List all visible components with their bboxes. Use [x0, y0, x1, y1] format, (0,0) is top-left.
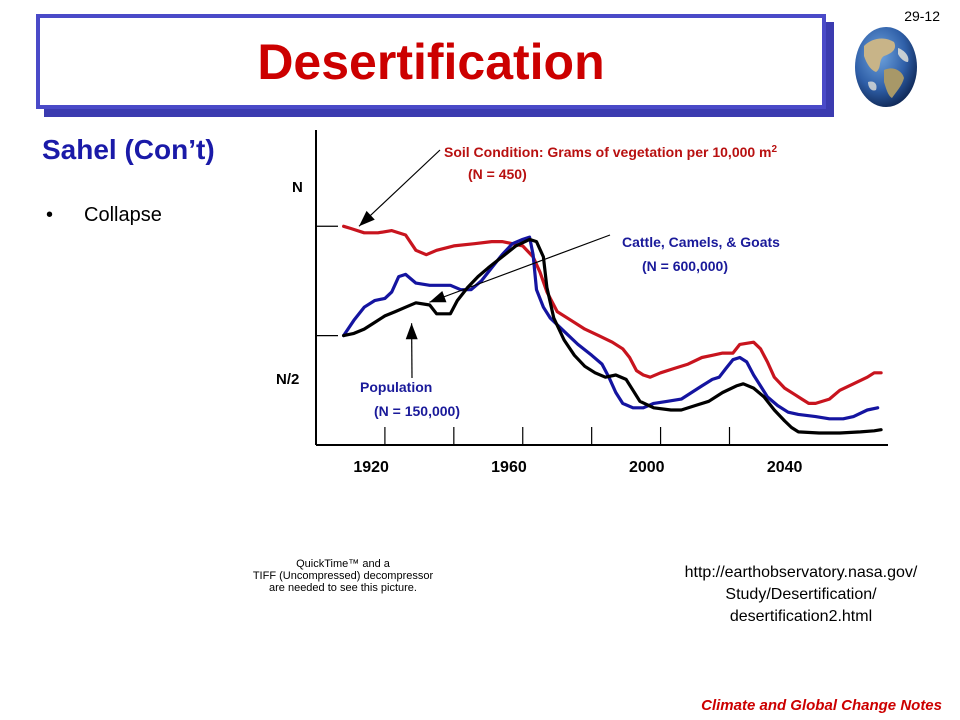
quicktime-placeholder: QuickTime™ and a TIFF (Uncompressed) dec…	[236, 558, 450, 594]
annotation-population-count: (N = 150,000)	[374, 403, 460, 419]
y-tick-label: N	[292, 179, 303, 196]
superscript-2: 2	[772, 144, 778, 155]
source-url: http://earthobservatory.nasa.gov/ Study/…	[660, 562, 942, 628]
annotation-soil-arrow-line	[358, 149, 441, 227]
series-line-population	[342, 237, 883, 435]
y-tick-label: N/2	[276, 371, 299, 388]
section-subtitle: Sahel (Con’t)	[42, 134, 215, 165]
annotation-soil-count: (N = 450)	[468, 166, 527, 182]
annotation-soil-arrow-head	[359, 210, 375, 227]
x-tick-label: 2040	[767, 459, 803, 476]
source-url-line: desertification2.html	[729, 608, 873, 625]
annotation-cattle-title: Cattle, Camels, & Goats	[622, 234, 780, 250]
source-url-line: Study/Desertification/	[725, 586, 877, 603]
bullet-item: • Collapse	[46, 204, 162, 227]
annotation-population-title: Population	[360, 379, 432, 395]
annotation-population-arrow-head	[405, 323, 418, 340]
title-box: Desertification	[36, 14, 826, 109]
x-tick-label: 2000	[629, 459, 665, 476]
bullet-text: Collapse	[84, 204, 162, 226]
series-line-soil	[342, 224, 883, 405]
x-tick-label: 1920	[353, 459, 389, 476]
annotation-soil-title: Soil Condition: Grams of vegetation per …	[444, 144, 778, 160]
annotation-cattle-count: (N = 600,000)	[642, 258, 728, 274]
annotation-cattle-arrow-head	[429, 291, 447, 303]
quicktime-line: TIFF (Uncompressed) decompressor	[252, 570, 434, 582]
x-tick-label: 1960	[491, 459, 527, 476]
annotation-cattle-arrow-line	[429, 234, 611, 303]
footer-note: Climate and Global Change Notes	[701, 697, 942, 714]
source-url-line: http://earthobservatory.nasa.gov/	[684, 564, 918, 581]
bullet-marker: •	[46, 204, 54, 226]
quicktime-line: are needed to see this picture.	[269, 582, 417, 594]
page-title: Desertification	[257, 33, 605, 90]
globe-icon	[855, 27, 917, 107]
quicktime-line: QuickTime™ and a	[296, 558, 390, 570]
slide-number: 29-12	[904, 8, 940, 24]
